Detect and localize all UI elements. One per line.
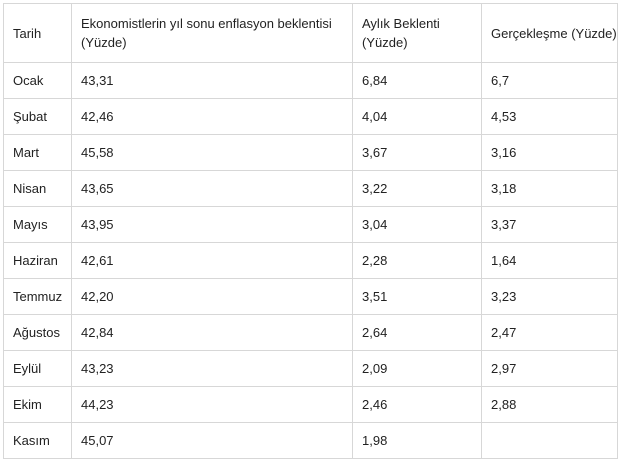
cell-monthly-expectation: 4,04 xyxy=(352,98,482,135)
cell-realization: 1,64 xyxy=(481,242,618,279)
cell-realization: 3,18 xyxy=(481,170,618,207)
cell-monthly-expectation: 3,22 xyxy=(352,170,482,207)
cell-realization: 3,16 xyxy=(481,134,618,171)
cell-realization: 6,7 xyxy=(481,62,618,99)
table-row: Kasım 45,07 1,98 xyxy=(3,422,618,459)
table-row: Şubat 42,46 4,04 4,53 xyxy=(3,98,618,135)
table-row: Ekim 44,23 2,46 2,88 xyxy=(3,386,618,423)
cell-month: Mart xyxy=(3,134,72,171)
table-row: Temmuz 42,20 3,51 3,23 xyxy=(3,278,618,315)
cell-realization: 2,97 xyxy=(481,350,618,387)
cell-month: Ağustos xyxy=(3,314,72,351)
cell-monthly-expectation: 2,46 xyxy=(352,386,482,423)
table-row: Ocak 43,31 6,84 6,7 xyxy=(3,62,618,99)
table-row: Haziran 42,61 2,28 1,64 xyxy=(3,242,618,279)
cell-year-end-expectation: 45,07 xyxy=(71,422,353,459)
cell-year-end-expectation: 45,58 xyxy=(71,134,353,171)
cell-realization: 4,53 xyxy=(481,98,618,135)
cell-month: Temmuz xyxy=(3,278,72,315)
cell-month: Eylül xyxy=(3,350,72,387)
cell-year-end-expectation: 43,95 xyxy=(71,206,353,243)
cell-year-end-expectation: 43,23 xyxy=(71,350,353,387)
cell-monthly-expectation: 6,84 xyxy=(352,62,482,99)
cell-month: Haziran xyxy=(3,242,72,279)
inflation-table: Tarih Ekonomistlerin yıl sonu enflasyon … xyxy=(3,3,618,459)
table-header-row: Tarih Ekonomistlerin yıl sonu enflasyon … xyxy=(3,3,618,63)
header-realization: Gerçekleşme (Yüzde) xyxy=(481,3,618,63)
cell-monthly-expectation: 1,98 xyxy=(352,422,482,459)
cell-month: Mayıs xyxy=(3,206,72,243)
cell-realization: 3,23 xyxy=(481,278,618,315)
table-row: Mart 45,58 3,67 3,16 xyxy=(3,134,618,171)
cell-month: Ekim xyxy=(3,386,72,423)
cell-year-end-expectation: 42,46 xyxy=(71,98,353,135)
cell-year-end-expectation: 43,65 xyxy=(71,170,353,207)
cell-monthly-expectation: 2,28 xyxy=(352,242,482,279)
cell-month: Nisan xyxy=(3,170,72,207)
table-row: Ağustos 42,84 2,64 2,47 xyxy=(3,314,618,351)
cell-year-end-expectation: 42,20 xyxy=(71,278,353,315)
table-row: Mayıs 43,95 3,04 3,37 xyxy=(3,206,618,243)
cell-realization: 3,37 xyxy=(481,206,618,243)
header-date: Tarih xyxy=(3,3,72,63)
cell-monthly-expectation: 2,09 xyxy=(352,350,482,387)
cell-year-end-expectation: 44,23 xyxy=(71,386,353,423)
table-row: Nisan 43,65 3,22 3,18 xyxy=(3,170,618,207)
cell-realization xyxy=(481,422,618,459)
cell-realization: 2,47 xyxy=(481,314,618,351)
cell-monthly-expectation: 3,67 xyxy=(352,134,482,171)
cell-monthly-expectation: 3,04 xyxy=(352,206,482,243)
cell-monthly-expectation: 2,64 xyxy=(352,314,482,351)
cell-year-end-expectation: 43,31 xyxy=(71,62,353,99)
cell-year-end-expectation: 42,61 xyxy=(71,242,353,279)
header-year-end-expectation: Ekonomistlerin yıl sonu enflasyon beklen… xyxy=(71,3,353,63)
cell-month: Kasım xyxy=(3,422,72,459)
cell-month: Ocak xyxy=(3,62,72,99)
cell-monthly-expectation: 3,51 xyxy=(352,278,482,315)
cell-month: Şubat xyxy=(3,98,72,135)
cell-year-end-expectation: 42,84 xyxy=(71,314,353,351)
cell-realization: 2,88 xyxy=(481,386,618,423)
header-monthly-expectation: Aylık Beklenti (Yüzde) xyxy=(352,3,482,63)
table-row: Eylül 43,23 2,09 2,97 xyxy=(3,350,618,387)
